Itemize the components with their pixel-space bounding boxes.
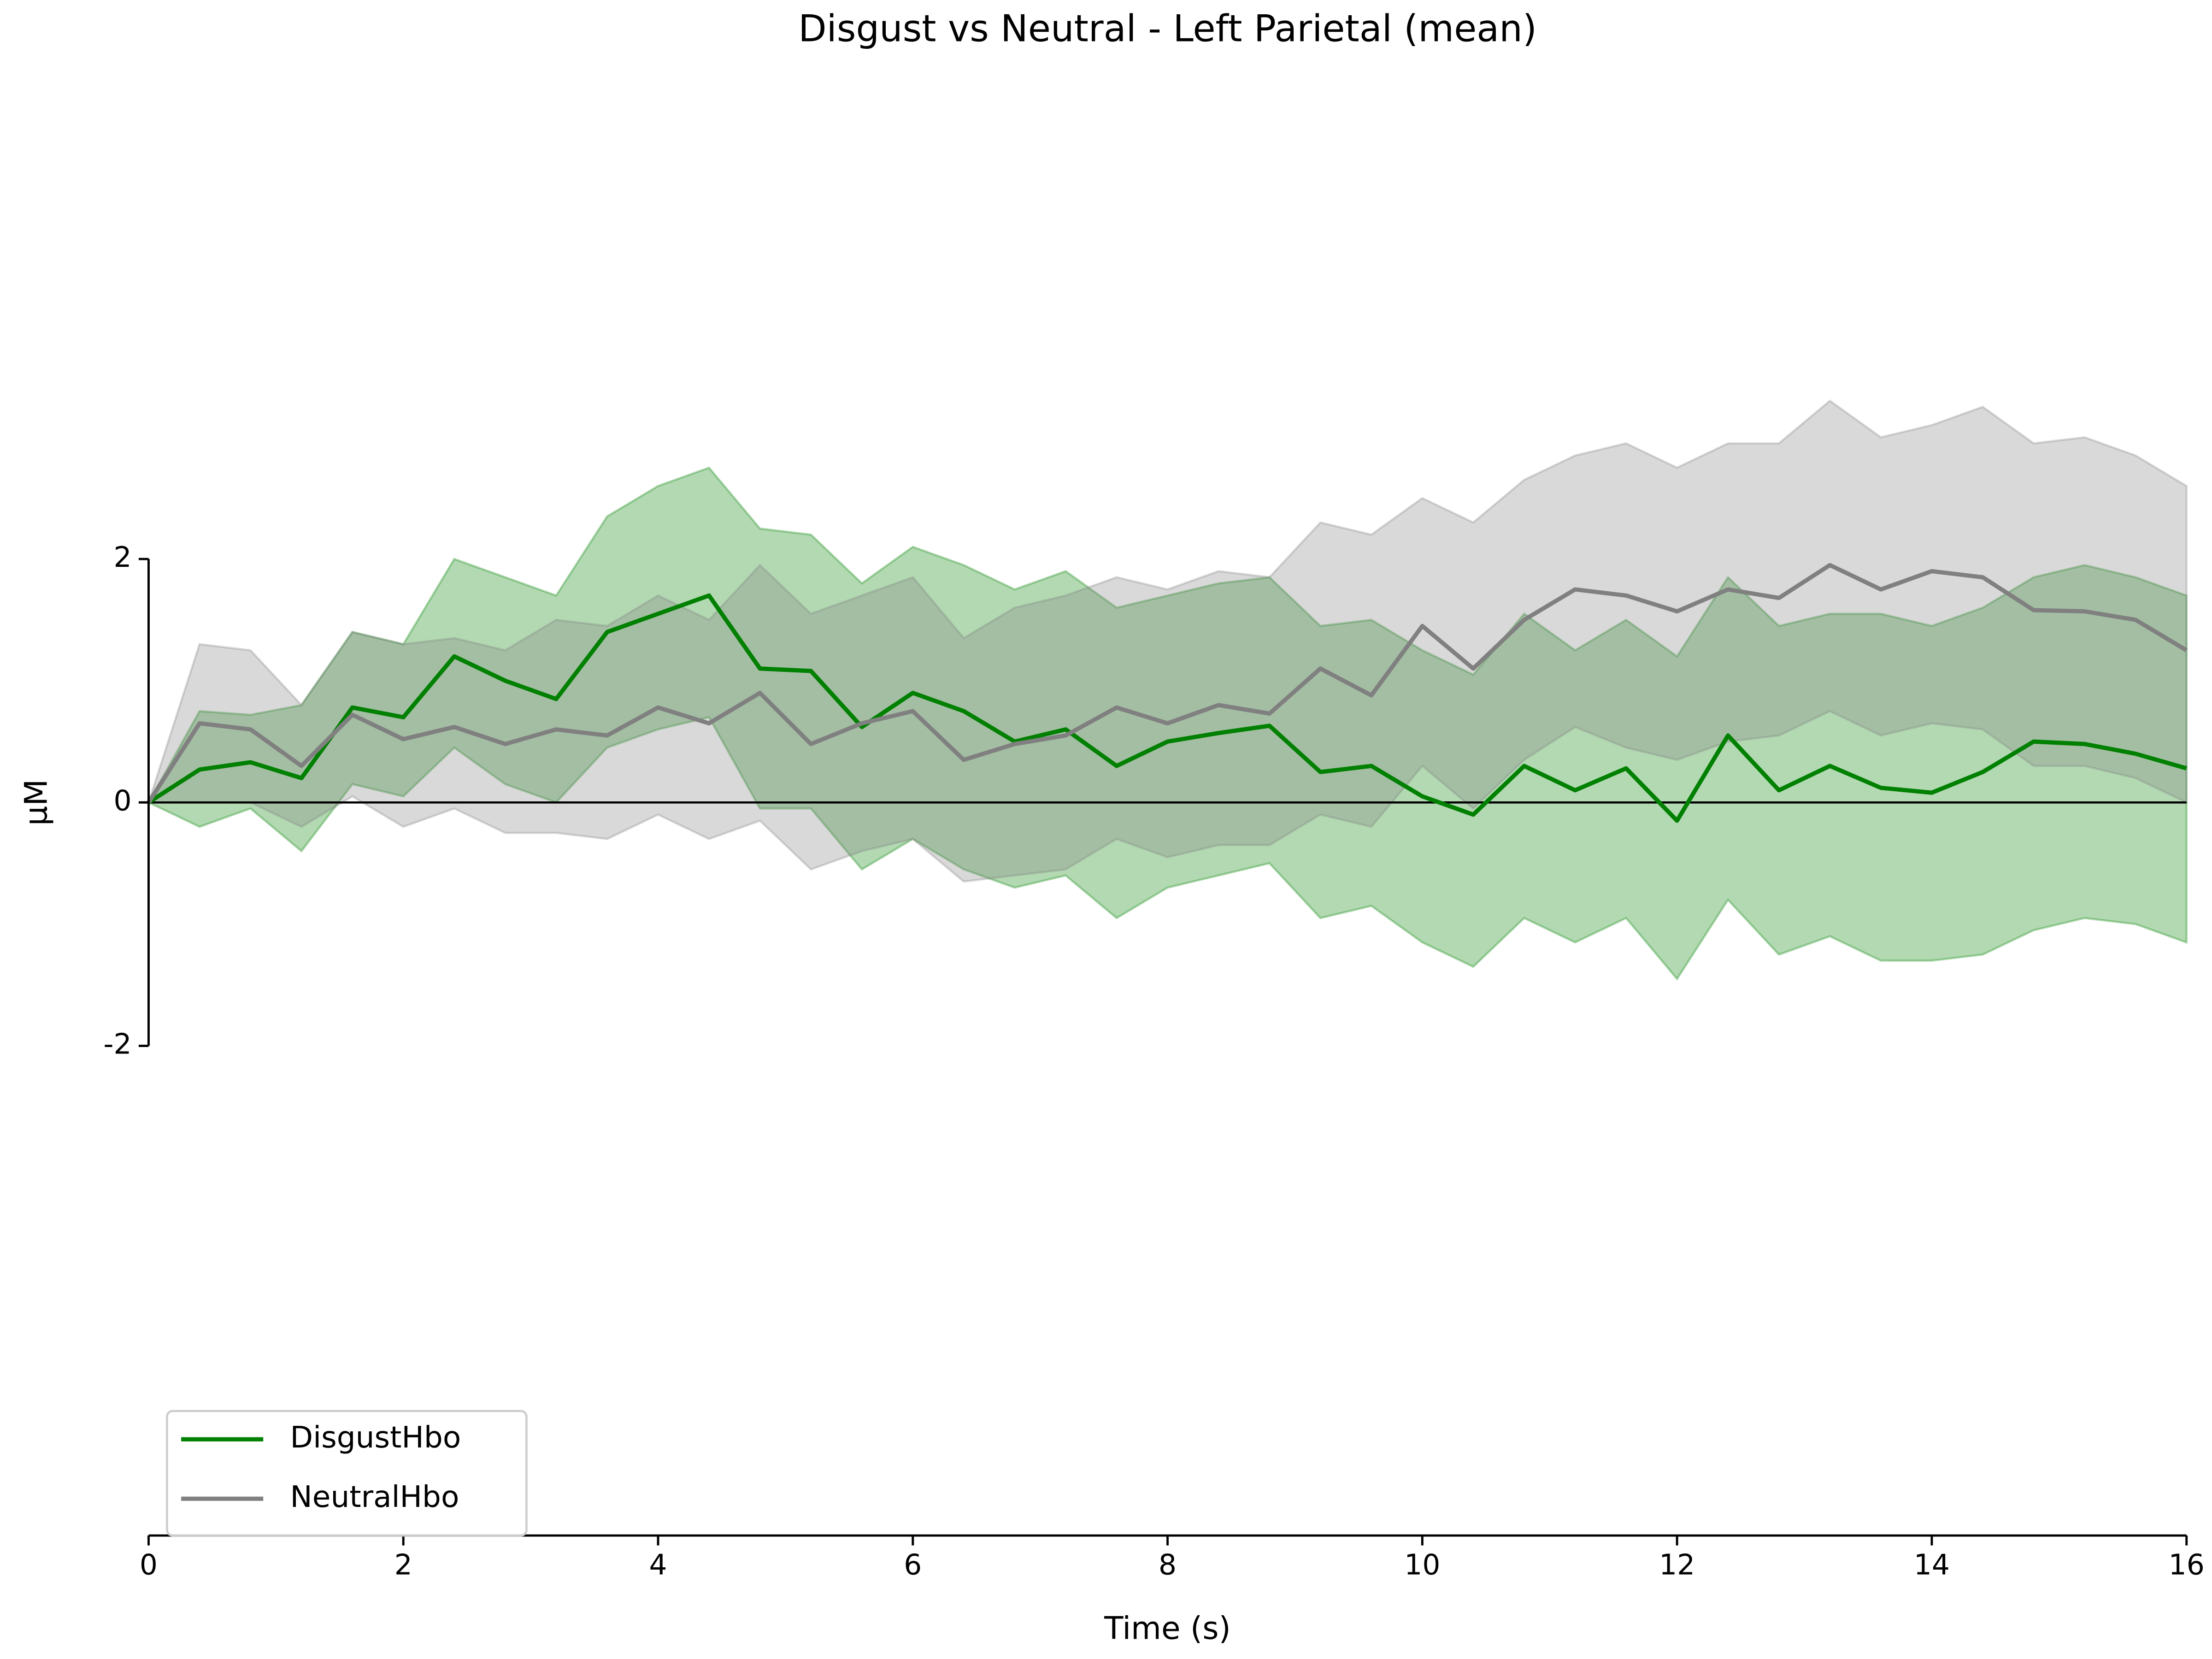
legend: DisgustHbo NeutralHbo [166, 1410, 528, 1537]
plot-area [147, 399, 2188, 981]
series-line [147, 593, 2187, 823]
x-tick-label: 6 [904, 1549, 922, 1582]
x-tick-label: 12 [1659, 1549, 1695, 1582]
legend-label: DisgustHbo [290, 1420, 461, 1455]
y-tick-label: 0 [114, 784, 132, 817]
x-tick-label: 2 [394, 1549, 412, 1582]
legend-box [166, 1410, 528, 1537]
y-axis-label: µM [18, 779, 54, 826]
x-tick-label: 0 [140, 1549, 158, 1582]
legend-label: NeutralHbo [290, 1480, 459, 1514]
x-tick-label: 14 [1914, 1549, 1950, 1582]
x-tick-label: 8 [1159, 1549, 1177, 1582]
y-tick-label: 2 [114, 541, 132, 574]
y-tick-label: -2 [103, 1028, 131, 1061]
x-tick-label: 16 [2169, 1549, 2205, 1582]
series-line [147, 563, 2188, 804]
chart-title: Disgust vs Neutral - Left Parietal (mean… [798, 7, 1537, 50]
x-axis-label: Time (s) [1104, 1610, 1231, 1646]
confidence-band [147, 399, 2188, 883]
x-tick-label: 4 [649, 1549, 667, 1582]
x-tick-label: 10 [1404, 1549, 1440, 1582]
